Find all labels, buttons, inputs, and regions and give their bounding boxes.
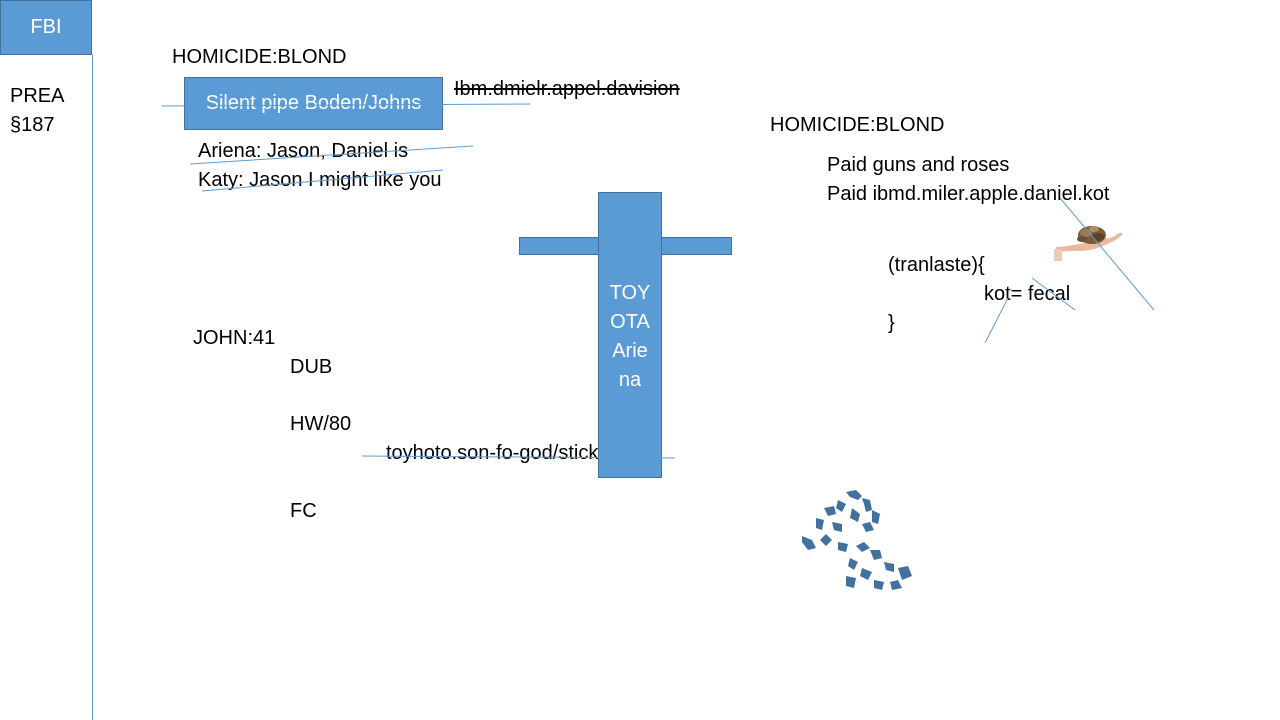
left-heading: HOMICIDE:BLOND — [172, 46, 347, 68]
hand-with-coins-icon — [1054, 226, 1123, 261]
hw-label: HW/80 — [290, 413, 352, 435]
sidebar-divider — [92, 55, 93, 720]
cross-line: OTA — [610, 311, 650, 333]
code-line-body: kot= fecal — [984, 283, 1071, 305]
silent-pipe-box: Silent pipe Boden/Johns — [184, 77, 443, 130]
strike-line-code-left — [984, 297, 1009, 344]
scribble-shape-icon — [802, 490, 912, 590]
url-text: toyhoto.son-fo-god/sticker — [386, 442, 617, 464]
cross-line: TOY — [609, 282, 651, 304]
code-line-open: (tranlaste){ — [888, 254, 985, 276]
strike-line-katy — [201, 169, 444, 192]
dub-label: DUB — [290, 356, 333, 378]
dialog-line-katy: Katy: Jason I might like you — [198, 169, 442, 191]
right-heading: HOMICIDE:BLOND — [770, 114, 945, 136]
struck-text: Ibm.dmielr.appel.davision — [454, 78, 680, 100]
cross-line: Arie — [612, 340, 648, 362]
paid-line-1: Paid guns and roses — [827, 154, 1010, 176]
code-line-close: } — [888, 312, 895, 334]
strike-line-url — [361, 455, 676, 459]
sidebar-line-prea: PREA — [10, 85, 65, 107]
strike-line-code-right — [1031, 277, 1076, 311]
sidebar-line-section: §187 — [10, 114, 55, 136]
john-label: JOHN:41 — [193, 327, 276, 349]
strike-line-box — [161, 103, 531, 107]
fc-label: FC — [290, 500, 317, 522]
fbi-badge: FBI — [0, 0, 92, 55]
dialog-line-ariena: Ariena: Jason, Daniel is — [198, 140, 409, 162]
cross-shape: TOY OTA Arie na — [598, 192, 662, 478]
paid-line-2: Paid ibmd.miler.apple.daniel.kot — [827, 183, 1110, 205]
strike-line-ariena — [189, 145, 474, 165]
cross-line: na — [618, 369, 642, 391]
strike-line-paid — [1059, 197, 1155, 311]
